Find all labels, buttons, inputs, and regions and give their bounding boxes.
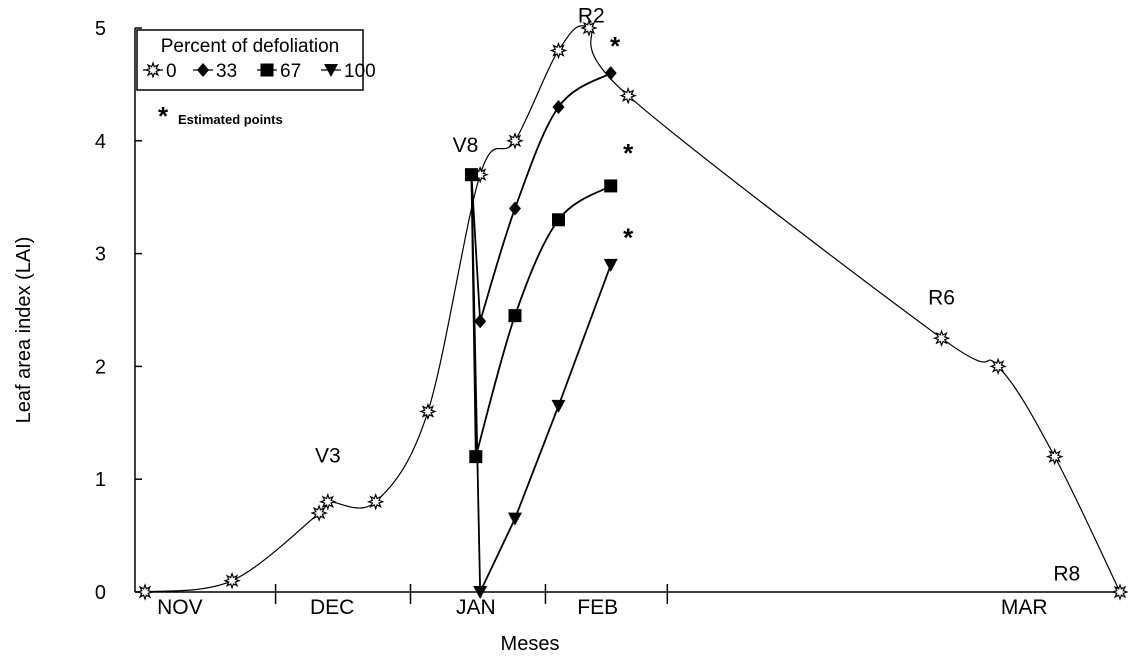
legend-entry-33: 33 <box>193 61 237 82</box>
y-tick-label: 2 <box>95 356 106 378</box>
data-point <box>552 99 565 114</box>
stage-label-R6: R6 <box>928 286 955 309</box>
series-0 <box>136 19 1128 601</box>
stage-label-V3: V3 <box>315 444 341 467</box>
month-label: MAR <box>1001 596 1048 619</box>
data-point <box>580 19 598 37</box>
data-point <box>473 586 488 599</box>
data-point <box>366 492 385 511</box>
data-point <box>549 41 568 60</box>
y-tick-label: 4 <box>95 131 106 153</box>
data-point <box>223 571 241 590</box>
data-point <box>136 583 154 601</box>
series-line <box>470 174 612 457</box>
y-tick-label: 0 <box>95 582 106 604</box>
legend-label: 67 <box>280 61 301 82</box>
series-line <box>470 174 612 593</box>
data-point <box>260 63 274 77</box>
month-separators <box>274 584 669 604</box>
data-point <box>551 399 566 413</box>
estimated-asterisk: * <box>623 138 634 168</box>
month-label: FEB <box>577 596 618 619</box>
y-axis-title: Leaf area index (LAI) <box>13 237 35 424</box>
data-point <box>603 258 618 272</box>
data-point <box>552 213 566 227</box>
legend-label: 0 <box>166 61 177 82</box>
legend-box <box>136 29 364 91</box>
data-point <box>506 132 524 150</box>
series-100 <box>470 174 618 599</box>
legend-entry-100: 100 <box>321 61 376 82</box>
data-point <box>419 402 437 421</box>
data-point <box>474 314 487 329</box>
y-tick-label: 1 <box>95 469 106 491</box>
data-point <box>507 512 522 526</box>
note-asterisk: * <box>158 101 169 131</box>
data-point <box>1045 447 1064 466</box>
month-label: NOV <box>157 596 203 619</box>
estimated-points-note: * Estimated points <box>158 101 283 131</box>
data-point <box>464 168 478 182</box>
series-33 <box>470 66 617 329</box>
x-axis-title: Meses <box>501 633 560 655</box>
data-point <box>619 86 637 105</box>
month-label: DEC <box>310 596 354 619</box>
data-point <box>144 61 162 79</box>
data-point <box>508 201 521 216</box>
legend: Percent of defoliation 0 33 67 100 <box>136 29 376 91</box>
estimated-asterisk: * <box>623 223 634 253</box>
data-point <box>1111 583 1128 601</box>
legend-label: 100 <box>344 61 376 82</box>
data-point <box>319 492 337 511</box>
month-labels: NOV DEC JAN FEB MAR <box>157 596 1048 619</box>
y-axis-ticks: 0 1 2 3 4 5 <box>95 18 142 604</box>
month-label: JAN <box>456 596 496 619</box>
data-point <box>469 450 483 464</box>
data-point <box>324 64 338 77</box>
data-point <box>197 63 209 77</box>
legend-title: Percent of defoliation <box>161 36 340 57</box>
legend-entries: 0 33 67 100 <box>143 61 376 82</box>
data-point <box>604 66 617 81</box>
series-layer <box>136 19 1128 601</box>
stage-labels: V3 V8 R2 R6 R8 <box>315 4 1080 585</box>
stage-label-R8: R8 <box>1053 563 1080 586</box>
data-point <box>310 504 328 522</box>
legend-entry-0: 0 <box>143 61 177 82</box>
data-point <box>508 309 522 323</box>
data-point <box>604 179 618 193</box>
y-tick-label: 3 <box>95 244 106 266</box>
stage-label-R2: R2 <box>578 4 605 27</box>
estimated-asterisk: * <box>610 31 621 61</box>
stage-label-V8: V8 <box>453 134 479 157</box>
note-text: Estimated points <box>178 112 283 127</box>
estimated-asterisks: * * * <box>610 31 634 253</box>
legend-entry-67: 67 <box>257 61 301 82</box>
y-tick-label: 5 <box>95 18 106 40</box>
legend-label: 33 <box>216 61 237 82</box>
series-67 <box>469 174 618 464</box>
data-point <box>989 357 1007 376</box>
series-line <box>470 72 612 322</box>
series-line <box>144 25 1121 593</box>
data-point <box>932 329 951 347</box>
